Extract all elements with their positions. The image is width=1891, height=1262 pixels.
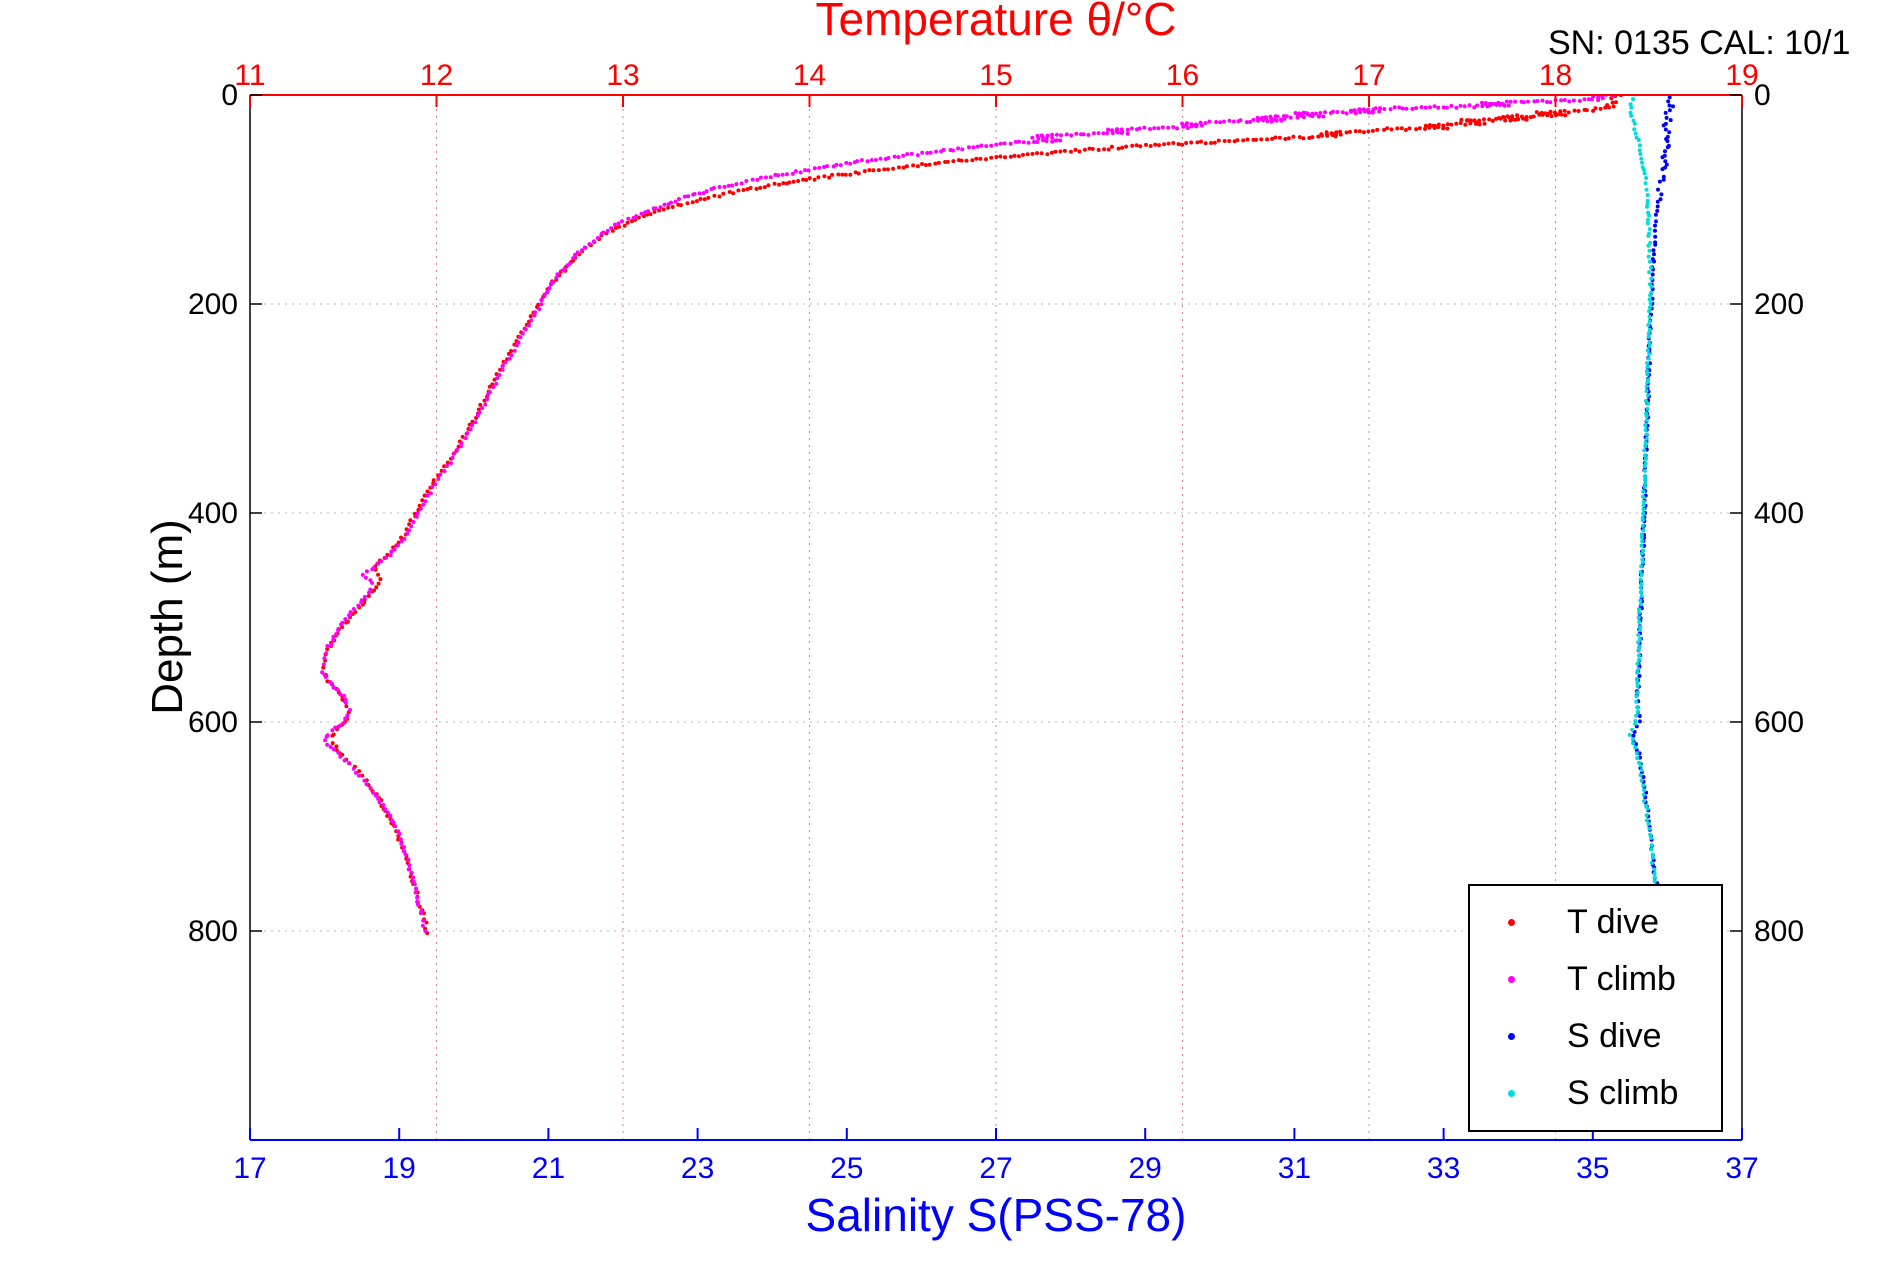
svg-text:400: 400 [188, 497, 238, 530]
svg-text:13: 13 [606, 59, 639, 92]
svg-text:29: 29 [1129, 1152, 1162, 1185]
s-climb-marker-icon [1508, 1090, 1515, 1097]
series-s-dive [1631, 95, 1675, 892]
scatter-series [320, 95, 1675, 936]
svg-text:17: 17 [1352, 59, 1385, 92]
svg-text:11: 11 [234, 59, 265, 92]
svg-text:800: 800 [188, 915, 238, 948]
svg-text:17: 17 [233, 1152, 266, 1185]
series-t-dive [321, 95, 1623, 936]
svg-text:200: 200 [1754, 288, 1804, 321]
legend-item-t-climb: T climb [1470, 960, 1721, 999]
series-s-climb [1627, 95, 1659, 892]
svg-text:33: 33 [1427, 1152, 1460, 1185]
legend-item-s-climb: S climb [1470, 1074, 1721, 1113]
svg-text:12: 12 [420, 59, 453, 92]
t-climb-marker-icon [1508, 976, 1515, 983]
salinity-axis-label: Salinity S(PSS-78) [805, 1189, 1187, 1241]
svg-text:0: 0 [221, 79, 238, 112]
svg-text:35: 35 [1576, 1152, 1609, 1185]
legend-label-s-climb: S climb [1567, 1074, 1679, 1112]
svg-text:200: 200 [188, 288, 238, 321]
legend-label-t-dive: T dive [1567, 903, 1659, 941]
svg-text:14: 14 [793, 59, 826, 92]
legend-item-t-dive: T dive [1470, 903, 1721, 942]
svg-text:18: 18 [1539, 59, 1572, 92]
svg-text:600: 600 [1754, 706, 1804, 739]
svg-text:21: 21 [532, 1152, 565, 1185]
svg-text:25: 25 [830, 1152, 863, 1185]
legend-box: T dive T climb S dive S climb [1468, 884, 1723, 1132]
legend-label-s-dive: S dive [1567, 1017, 1662, 1055]
depth-axis: 0 0 200 200 400 400 600 600 800 800 [188, 79, 1804, 948]
svg-text:600: 600 [188, 706, 238, 739]
salinity-axis: 17 19 21 23 25 27 29 31 33 35 37 [233, 1128, 1759, 1185]
svg-text:15: 15 [979, 59, 1012, 92]
svg-text:19: 19 [1725, 59, 1758, 92]
svg-text:23: 23 [681, 1152, 714, 1185]
svg-text:16: 16 [1166, 59, 1199, 92]
svg-text:800: 800 [1754, 915, 1804, 948]
legend-label-t-climb: T climb [1567, 960, 1676, 998]
s-dive-marker-icon [1508, 1033, 1515, 1040]
svg-text:37: 37 [1725, 1152, 1758, 1185]
svg-text:31: 31 [1278, 1152, 1311, 1185]
t-dive-marker-icon [1508, 919, 1515, 926]
svg-text:19: 19 [383, 1152, 416, 1185]
sn-cal-annotation: SN: 0135 CAL: 10/1 [1548, 24, 1851, 62]
series-t-climb [320, 95, 1615, 933]
svg-text:0: 0 [1754, 79, 1771, 112]
svg-text:27: 27 [979, 1152, 1012, 1185]
svg-text:400: 400 [1754, 497, 1804, 530]
chart-title: Temperature θ/°C [815, 0, 1177, 45]
legend-item-s-dive: S dive [1470, 1017, 1721, 1056]
temperature-axis: 11 12 13 14 15 16 17 18 19 [234, 59, 1759, 107]
